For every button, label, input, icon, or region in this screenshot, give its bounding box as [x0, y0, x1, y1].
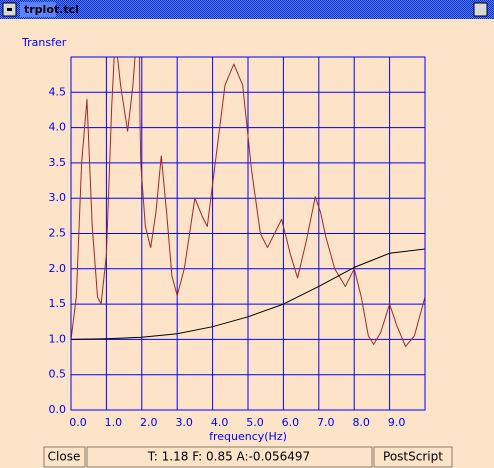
- window-menu-icon: [7, 8, 12, 11]
- y-tick-label: 1.0: [49, 332, 67, 345]
- y-tick-label: 4.5: [49, 85, 67, 98]
- x-tick-label: 2.0: [140, 416, 158, 429]
- x-tick-label: 0.0: [69, 416, 87, 429]
- close-button[interactable]: [43, 446, 86, 468]
- postscript-label: PostScript: [383, 450, 443, 464]
- x-tick-label: 3.0: [175, 416, 193, 429]
- y-tick-label: 3.0: [49, 191, 67, 204]
- plot-frame: [70, 56, 426, 411]
- y-axis-label: Transfer: [21, 36, 67, 49]
- y-tick-label: 3.5: [49, 156, 67, 169]
- y-tick-label: 0.5: [49, 368, 67, 381]
- x-tick-label: 4.0: [211, 416, 229, 429]
- window-title: trplot.tcl: [24, 3, 79, 16]
- x-axis-label: frequency(Hz): [209, 430, 287, 443]
- status-field: [86, 446, 373, 468]
- plot: 0.0 0.5 1.0 1.5 2.0 2.5 3.0 3.5 4.0 4.5 0.0 1.0 2.0 3…: [49, 57, 425, 429]
- x-tick-label: 9.0: [388, 416, 406, 429]
- x-tick-label: 1.0: [105, 416, 123, 429]
- x-tick-label: 6.0: [282, 416, 300, 429]
- y-tick-label: 2.0: [49, 262, 67, 275]
- series-line: [71, 57, 425, 347]
- y-tick-label: 2.5: [49, 227, 67, 240]
- postscript-button[interactable]: [373, 446, 453, 468]
- y-tick-label: 1.5: [49, 297, 67, 310]
- x-tick-label: 7.0: [317, 416, 335, 429]
- x-tick-label: 5.0: [246, 416, 264, 429]
- y-tick-label: 4.0: [49, 121, 67, 134]
- title-bar: [0, 0, 494, 19]
- close-label: Close: [48, 450, 81, 464]
- maximize-button[interactable]: [473, 2, 488, 17]
- title-box: [20, 2, 56, 17]
- series-line: [71, 248, 425, 340]
- status-text: T: 1.18 F: 0.85 A:-0.056497: [147, 450, 310, 464]
- x-tick-label: 8.0: [352, 416, 370, 429]
- y-tick-label: 0.0: [49, 403, 67, 416]
